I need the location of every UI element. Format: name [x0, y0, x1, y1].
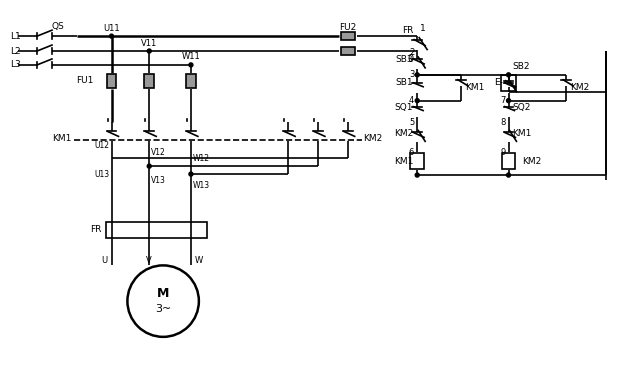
Text: 9: 9: [500, 148, 505, 157]
Text: FU2: FU2: [339, 23, 356, 32]
Text: W: W: [195, 256, 203, 265]
Circle shape: [189, 63, 193, 67]
Text: SB2: SB2: [512, 63, 530, 71]
Text: W13: W13: [193, 182, 210, 191]
Circle shape: [110, 34, 113, 38]
Text: FU1: FU1: [76, 76, 93, 85]
Bar: [500, 75, 517, 91]
Circle shape: [189, 172, 193, 176]
Circle shape: [507, 99, 510, 102]
Text: U11: U11: [103, 24, 120, 33]
Text: SQ2: SQ2: [512, 103, 531, 112]
Bar: [341, 47, 355, 55]
Circle shape: [415, 99, 419, 102]
Text: SQ1: SQ1: [395, 103, 413, 112]
Text: KM2: KM2: [522, 157, 542, 166]
Circle shape: [127, 265, 199, 337]
Text: W11: W11: [182, 53, 200, 61]
Text: L1: L1: [10, 31, 21, 41]
Text: 8: 8: [500, 118, 505, 127]
Text: U13: U13: [95, 169, 110, 179]
Circle shape: [147, 164, 151, 168]
Text: 4: 4: [409, 96, 414, 105]
Text: KM1: KM1: [465, 83, 484, 92]
Text: KM1: KM1: [512, 129, 532, 138]
Text: U: U: [102, 256, 108, 265]
Text: FR: FR: [402, 26, 413, 35]
Text: W12: W12: [193, 154, 210, 163]
Text: 3: 3: [409, 70, 414, 79]
Text: V11: V11: [141, 38, 157, 48]
Bar: [144, 74, 154, 88]
Text: 0: 0: [407, 54, 413, 64]
Circle shape: [507, 173, 510, 177]
Text: V13: V13: [151, 175, 166, 185]
Bar: [107, 74, 117, 88]
Text: SB1: SB1: [396, 78, 413, 87]
Text: 5: 5: [409, 118, 414, 127]
Text: 1: 1: [420, 24, 426, 33]
Bar: [105, 222, 207, 238]
Text: FR: FR: [90, 225, 102, 234]
Text: 2: 2: [409, 48, 414, 57]
Text: KM1: KM1: [394, 157, 413, 166]
Text: KM2: KM2: [570, 83, 589, 92]
Text: QS: QS: [51, 22, 65, 31]
Text: U12: U12: [95, 141, 110, 150]
Circle shape: [147, 49, 151, 53]
Text: SB3: SB3: [396, 56, 413, 64]
Circle shape: [415, 73, 419, 77]
Circle shape: [415, 173, 419, 177]
Text: 7: 7: [500, 96, 505, 105]
Text: L3: L3: [10, 60, 21, 70]
Text: KM2: KM2: [364, 134, 383, 143]
Bar: [410, 153, 424, 169]
Circle shape: [507, 73, 510, 77]
Bar: [341, 32, 355, 40]
Text: V12: V12: [151, 148, 166, 157]
Text: KM2: KM2: [394, 129, 413, 138]
Text: KM1: KM1: [53, 134, 72, 143]
Text: M: M: [157, 287, 169, 300]
Bar: [502, 153, 515, 169]
Text: 6: 6: [409, 148, 414, 157]
Text: 3~: 3~: [155, 304, 171, 314]
Text: V: V: [146, 256, 152, 265]
Text: L2: L2: [10, 47, 21, 55]
Text: E-: E-: [493, 78, 503, 87]
Bar: [186, 74, 196, 88]
